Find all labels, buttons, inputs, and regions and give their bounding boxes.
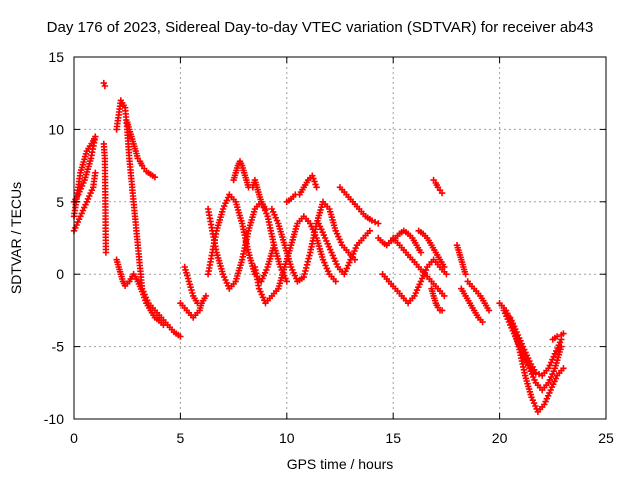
data-point xyxy=(441,292,448,300)
axis-ticks: 0 5 10 15 20 25 -10 -5 0 5 10 15 xyxy=(44,49,614,446)
y-axis-label: SDTVAR / TECUs xyxy=(8,181,24,295)
x-tick-label: 25 xyxy=(598,430,614,446)
data-points xyxy=(70,79,567,415)
x-tick-label: 20 xyxy=(492,430,508,446)
grid xyxy=(74,57,606,419)
plot-border xyxy=(73,56,607,420)
y-tick-label: 0 xyxy=(56,266,64,282)
data-point xyxy=(262,205,269,213)
y-tick-label: 15 xyxy=(48,49,64,65)
data-point xyxy=(366,227,373,234)
data-point xyxy=(194,300,201,307)
data-point xyxy=(560,330,567,337)
data-point xyxy=(151,174,159,181)
x-tick-label: 10 xyxy=(279,430,295,446)
data-point xyxy=(441,263,448,271)
x-tick-label: 0 xyxy=(70,430,78,446)
data-point xyxy=(462,271,469,278)
data-point xyxy=(283,278,290,285)
x-axis-label: GPS time / hours xyxy=(286,456,394,472)
data-point xyxy=(101,82,109,90)
y-tick-label: 5 xyxy=(56,194,64,210)
data-point xyxy=(300,273,307,281)
data-point xyxy=(177,333,184,340)
data-point xyxy=(270,242,278,249)
data-point xyxy=(375,220,382,227)
data-point xyxy=(553,333,561,340)
data-point xyxy=(443,271,450,278)
data-point xyxy=(438,189,446,197)
data-point xyxy=(160,321,167,329)
data-point xyxy=(302,267,309,275)
y-tick-label: -5 xyxy=(52,339,65,355)
chart-title: Day 176 of 2023, Sidereal Day-to-day VTE… xyxy=(46,19,594,36)
data-point xyxy=(332,278,339,285)
data-point xyxy=(438,307,446,314)
data-point xyxy=(479,318,486,326)
y-tick-label: 10 xyxy=(48,121,64,137)
data-point xyxy=(560,365,567,372)
data-point xyxy=(304,258,311,265)
data-point xyxy=(485,307,493,314)
x-tick-label: 15 xyxy=(385,430,401,446)
data-point xyxy=(102,249,110,256)
data-point xyxy=(92,169,99,176)
data-point xyxy=(417,249,425,256)
y-tick-label: -10 xyxy=(44,411,64,427)
x-tick-label: 5 xyxy=(177,430,185,446)
data-point xyxy=(306,252,313,259)
data-point xyxy=(202,292,210,300)
data-point xyxy=(313,184,320,191)
